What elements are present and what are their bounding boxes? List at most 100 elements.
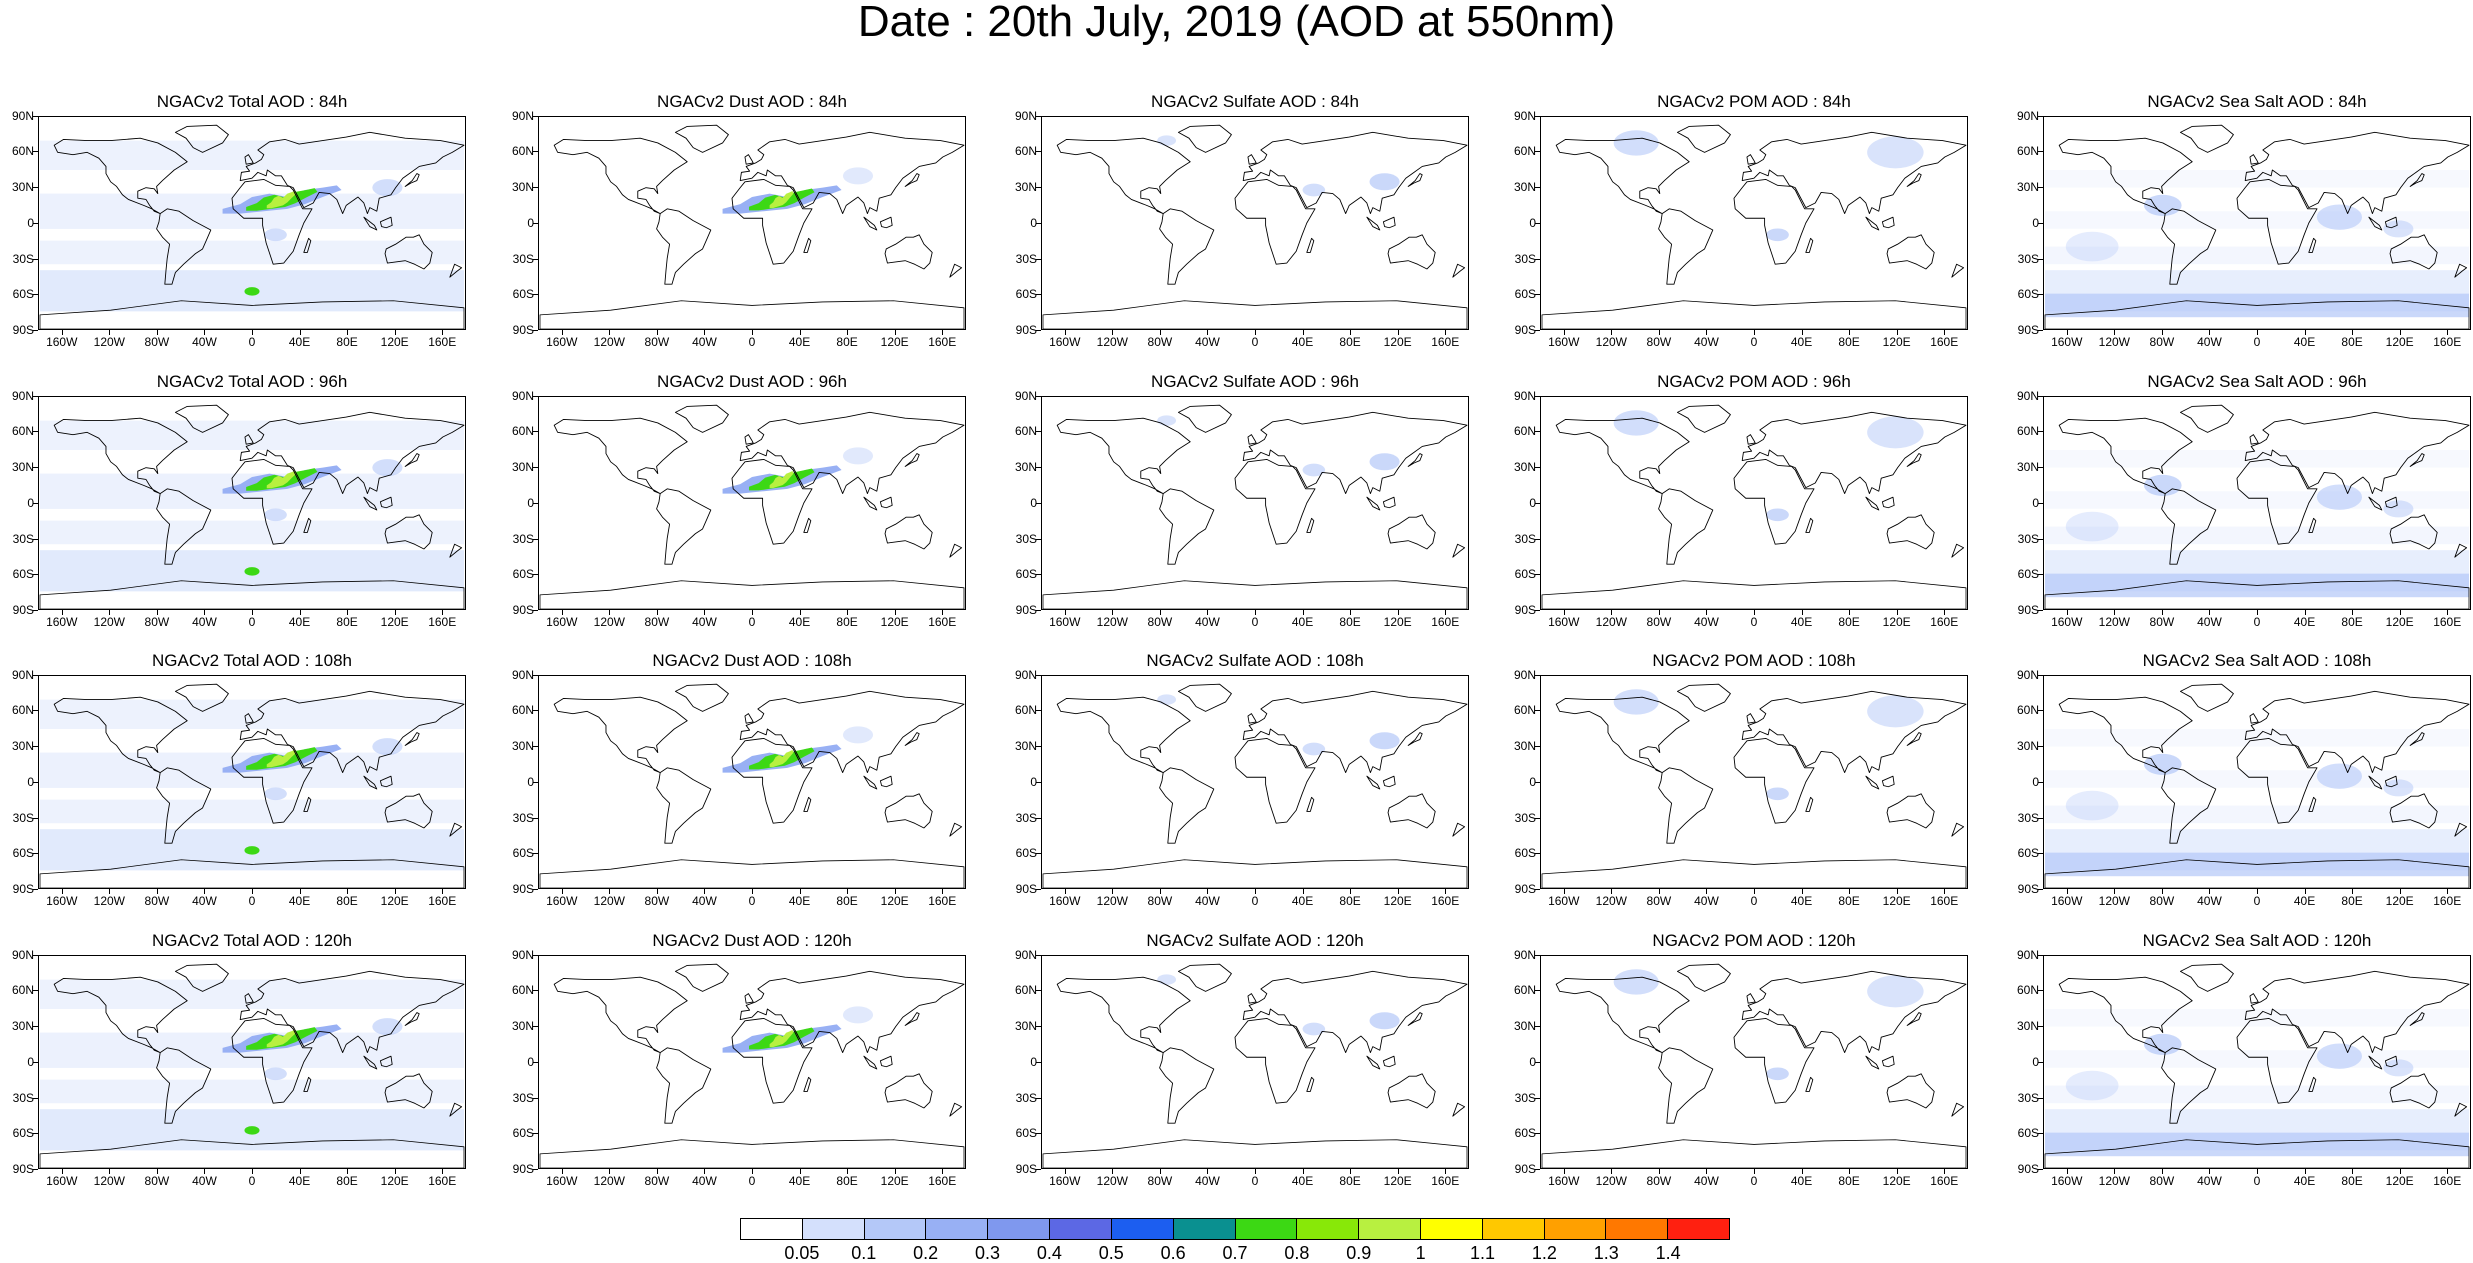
longitude-tick: [252, 330, 253, 335]
coastline: [1733, 178, 1815, 265]
latitude-label: 90S: [512, 323, 534, 337]
longitude-tick: [1207, 1169, 1209, 1174]
aod-patch: [2143, 194, 2182, 216]
longitude-tick: [1255, 330, 1256, 335]
longitude-tick: [1207, 330, 1209, 335]
latitude-label: 60S: [512, 287, 534, 301]
longitude-label: 80E: [836, 894, 858, 908]
longitude-label: 40W: [1694, 1174, 1719, 1188]
latitude-label: 60N: [11, 424, 34, 438]
longitude-tick: [1563, 610, 1565, 615]
map-panel-seasalt-0: NGACv2 Sea Salt AOD : 84h 90N 60N 30N 0 30S 60…: [2005, 92, 2473, 352]
longitude-label: 40W: [2197, 615, 2222, 629]
coastline: [2368, 496, 2383, 511]
latitude-label: 60N: [1014, 144, 1037, 158]
coastline: [803, 1076, 812, 1092]
longitude-label: 160W: [546, 1174, 578, 1188]
latitude-label: 90N: [1513, 948, 1536, 962]
latitude-label: 0: [27, 775, 34, 789]
latitude-tick: [2038, 782, 2043, 783]
latitude-tick: [33, 116, 38, 117]
longitude-tick: [2257, 330, 2258, 335]
coastline: [1555, 696, 1690, 774]
latitude-label: 30N: [2016, 460, 2039, 474]
latitude-tick: [1535, 574, 1540, 575]
latitude-label: 90N: [2016, 948, 2039, 962]
latitude-label: 90N: [1513, 389, 1536, 403]
coastline: [2244, 690, 2470, 774]
longitude-label: 160W: [46, 1174, 78, 1188]
longitude-tick: [442, 330, 444, 335]
coastline: [39, 580, 465, 609]
longitude-label: 80W: [2149, 615, 2175, 629]
coastline: [1886, 514, 1935, 550]
world-map: [1041, 116, 1469, 330]
coastline: [53, 976, 188, 1054]
latitude-tick: [33, 1098, 38, 1099]
latitude-tick: [1535, 1133, 1540, 1134]
world-map: [38, 675, 466, 889]
longitude-tick: [1944, 1169, 1946, 1174]
latitude-tick: [533, 1062, 538, 1063]
longitude-label: 160W: [1049, 1174, 1081, 1188]
coastline: [539, 300, 965, 329]
longitude-label: 80W: [144, 894, 170, 908]
latitude-label: 60S: [12, 846, 34, 860]
map-panel-pom-1: NGACv2 POM AOD : 96h 90N 60N 30N 0 30S 60S 90S 1…: [1502, 372, 1972, 632]
aod-patch: [2143, 474, 2182, 496]
coastline: [2249, 154, 2259, 165]
coastline: [2308, 237, 2317, 253]
coastline: [1382, 1055, 1396, 1068]
coastline: [1159, 208, 1215, 285]
longitude-label: 120W: [593, 335, 626, 349]
latitude-tick: [2038, 187, 2043, 188]
latitude-tick: [1535, 889, 1540, 890]
coastline: [174, 683, 229, 712]
latitude-label: 60S: [512, 1126, 534, 1140]
aod-patch: [1766, 228, 1789, 242]
longitude-tick: [2352, 330, 2354, 335]
world-map: [538, 116, 966, 330]
latitude-label: 90S: [512, 603, 534, 617]
latitude-label: 60N: [2016, 703, 2039, 717]
longitude-label: 160W: [2051, 1174, 2083, 1188]
coastline: [1042, 300, 1468, 329]
longitude-label: 120W: [2098, 335, 2131, 349]
longitude-label: 120W: [1595, 894, 1628, 908]
longitude-label: 80E: [1838, 335, 1860, 349]
coastline: [731, 1017, 813, 1104]
longitude-label: 120W: [2098, 1174, 2131, 1188]
aod-patch: [1613, 410, 1659, 436]
latitude-tick: [1535, 1169, 1540, 1170]
coastline: [1746, 713, 1756, 724]
map-panel-pom-3: NGACv2 POM AOD : 120h 90N 60N 30N 0 30S 60S 90S…: [1502, 931, 1972, 1191]
latitude-label: 90S: [1015, 603, 1037, 617]
latitude-label: 0: [1529, 216, 1536, 230]
longitude-tick: [2066, 1169, 2068, 1174]
latitude-tick: [533, 294, 538, 295]
latitude-label: 0: [1030, 496, 1037, 510]
latitude-tick: [1036, 1169, 1041, 1170]
map-panel-seasalt-1: NGACv2 Sea Salt AOD : 96h 90N 60N 30N 0 30S 60…: [2005, 372, 2473, 632]
longitude-tick: [299, 1169, 301, 1174]
longitude-tick: [156, 1169, 158, 1174]
latitude-tick: [533, 746, 538, 747]
latitude-label: 30N: [2016, 180, 2039, 194]
coastline: [239, 970, 465, 1054]
longitude-tick: [1944, 610, 1946, 615]
latitude-tick: [1535, 294, 1540, 295]
longitude-tick: [799, 330, 801, 335]
coastline: [1733, 1017, 1815, 1104]
latitude-tick: [1535, 782, 1540, 783]
longitude-label: 160E: [1930, 894, 1959, 908]
coastline: [1452, 1102, 1466, 1117]
longitude-tick: [299, 610, 301, 615]
coastline: [1159, 767, 1215, 844]
longitude-tick: [1754, 889, 1755, 894]
coastline: [803, 796, 812, 812]
aod-patch: [1369, 173, 1400, 191]
longitude-tick: [2304, 1169, 2306, 1174]
aod-patch: [372, 459, 403, 477]
longitude-label: 40E: [288, 894, 311, 908]
latitude-tick: [1036, 746, 1041, 747]
